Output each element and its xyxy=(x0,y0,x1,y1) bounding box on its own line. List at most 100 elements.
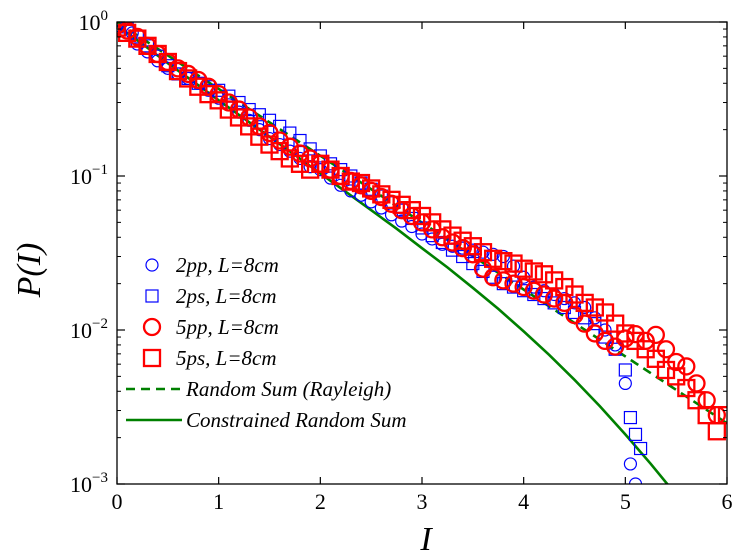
data-point xyxy=(677,357,696,376)
legend-item-5: Constrained Random Sum xyxy=(126,408,407,432)
y-tick-exponent: −3 xyxy=(92,470,108,486)
data-point xyxy=(301,160,320,179)
data-point xyxy=(405,219,419,234)
y-tick-base: 10 xyxy=(70,318,92,343)
data-point xyxy=(130,37,144,51)
data-marks xyxy=(117,22,727,484)
plot-area xyxy=(116,21,728,485)
legend-label: 2ps, L=8cm xyxy=(176,284,277,308)
data-point xyxy=(199,85,218,104)
data-point xyxy=(260,135,279,154)
data-point xyxy=(412,206,432,226)
legend-label: Random Sum (Rayleigh) xyxy=(185,377,391,401)
data-point xyxy=(545,289,564,308)
data-point xyxy=(588,317,602,331)
data-point xyxy=(395,214,409,228)
data-point xyxy=(392,195,411,214)
series-line-5 xyxy=(117,24,669,484)
data-point xyxy=(677,378,696,398)
data-point xyxy=(341,172,360,191)
data-point xyxy=(484,268,503,287)
data-point xyxy=(524,262,543,281)
legend-item-2: 5pp, L=8cm xyxy=(142,315,279,339)
x-tick-labels: 0 1 2 3 4 5 6 xyxy=(112,489,733,514)
data-point xyxy=(618,376,632,391)
data-point xyxy=(456,249,470,264)
data-point xyxy=(351,173,371,193)
data-point xyxy=(303,142,317,156)
x-tick-label: 3 xyxy=(417,489,428,514)
data-point xyxy=(633,441,648,456)
legend-label: Constrained Random Sum xyxy=(186,408,407,432)
series-markers-3 xyxy=(117,22,727,441)
data-point xyxy=(504,274,523,293)
data-point xyxy=(514,259,533,278)
data-point xyxy=(717,405,727,425)
data-point xyxy=(656,360,676,380)
data-point xyxy=(290,154,310,173)
x-tick-label: 0 xyxy=(112,489,123,514)
data-point xyxy=(486,247,500,261)
data-point xyxy=(443,226,462,245)
y-tick-label: 10−3 xyxy=(70,470,108,497)
legend-item-0: 2pp, L=8cm xyxy=(145,253,279,277)
data-point xyxy=(687,391,706,410)
data-point xyxy=(585,298,604,317)
data-point xyxy=(362,179,381,198)
y-tick-exponent: −1 xyxy=(92,162,108,178)
legend-label: 5pp, L=8cm xyxy=(176,315,279,339)
legend-item-3: 5ps, L=8cm xyxy=(142,346,277,370)
data-point xyxy=(534,265,554,284)
data-point xyxy=(636,340,655,359)
data-point xyxy=(646,349,665,368)
data-point xyxy=(618,363,632,377)
y-axis-title: P(I) xyxy=(11,243,48,299)
legend-marker xyxy=(145,258,159,272)
data-point xyxy=(575,293,594,313)
data-point xyxy=(494,271,513,290)
data-point xyxy=(301,149,320,168)
y-tick-exponent: 0 xyxy=(101,8,109,24)
data-point xyxy=(117,22,129,29)
data-point xyxy=(628,477,643,484)
data-point xyxy=(595,303,615,322)
y-tick-base: 10 xyxy=(70,164,92,189)
data-point xyxy=(623,410,638,425)
x-axis-title: I xyxy=(419,521,433,555)
data-point xyxy=(382,190,401,210)
data-point xyxy=(191,76,205,90)
data-point xyxy=(280,149,299,168)
legend-label: 2pp, L=8cm xyxy=(176,253,279,277)
x-tick-label: 1 xyxy=(213,489,224,514)
data-point xyxy=(466,256,480,271)
data-point xyxy=(707,422,726,441)
data-point xyxy=(321,160,340,179)
data-point xyxy=(473,243,493,262)
data-point xyxy=(117,22,127,37)
data-point xyxy=(595,331,615,351)
data-point xyxy=(463,237,482,256)
data-point xyxy=(545,271,564,290)
legend-label: 5ps, L=8cm xyxy=(176,346,277,370)
data-point xyxy=(334,178,348,192)
x-tick-label: 2 xyxy=(315,489,326,514)
legend-marker xyxy=(142,317,162,337)
y-tick-label: 10−2 xyxy=(70,316,108,343)
data-point xyxy=(118,23,137,43)
data-point xyxy=(656,340,676,359)
data-point xyxy=(524,281,543,300)
x-tick-label: 6 xyxy=(722,489,733,514)
data-point xyxy=(290,144,310,163)
legend-item-1: 2ps, L=8cm xyxy=(145,284,277,308)
legend: 2pp, L=8cm 2ps, L=8cm 5pp, L=8cm 5ps, L=8cm… xyxy=(126,253,407,432)
y-tick-label: 100 xyxy=(79,8,109,35)
data-point xyxy=(433,220,452,239)
data-point xyxy=(575,314,594,333)
y-tick-base: 10 xyxy=(70,472,92,497)
y-tick-label: 10−1 xyxy=(70,162,108,189)
y-tick-base: 10 xyxy=(79,10,101,35)
data-point xyxy=(667,367,686,386)
data-point xyxy=(534,285,554,304)
